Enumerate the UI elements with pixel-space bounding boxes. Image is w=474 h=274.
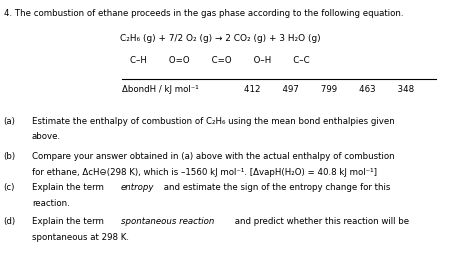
Text: and estimate the sign of the entropy change for this: and estimate the sign of the entropy cha… [161, 183, 390, 192]
Text: ΔbondH / kJ mol⁻¹: ΔbondH / kJ mol⁻¹ [122, 85, 199, 95]
Text: above.: above. [32, 132, 61, 141]
Text: Explain the term: Explain the term [32, 183, 107, 192]
Text: (d): (d) [4, 217, 16, 226]
Text: entropy: entropy [121, 183, 155, 192]
Text: (c): (c) [4, 183, 15, 192]
Text: spontaneous reaction: spontaneous reaction [121, 217, 214, 226]
Text: and predict whether this reaction will be: and predict whether this reaction will b… [232, 217, 409, 226]
Text: (a): (a) [4, 117, 16, 126]
Text: 412        497        799        463        348: 412 497 799 463 348 [244, 85, 414, 95]
Text: spontaneous at 298 K.: spontaneous at 298 K. [32, 233, 129, 242]
Text: C₂H₆ (g) + 7/2 O₂ (g) → 2 CO₂ (g) + 3 H₂O (g): C₂H₆ (g) + 7/2 O₂ (g) → 2 CO₂ (g) + 3 H₂… [120, 34, 320, 43]
Text: Explain the term: Explain the term [32, 217, 107, 226]
Text: for ethane, ΔcH⊖(298 K), which is –1560 kJ mol⁻¹. [ΔvapH(H₂O) = 40.8 kJ mol⁻¹]: for ethane, ΔcH⊖(298 K), which is –1560 … [32, 168, 377, 177]
Text: C–H        O=O        C=O        O–H        C–C: C–H O=O C=O O–H C–C [130, 56, 310, 65]
Text: Estimate the enthalpy of combustion of C₂H₆ using the mean bond enthalpies given: Estimate the enthalpy of combustion of C… [32, 117, 395, 126]
Text: reaction.: reaction. [32, 199, 70, 208]
Text: 4. The combustion of ethane proceeds in the gas phase according to the following: 4. The combustion of ethane proceeds in … [4, 9, 403, 18]
Text: Compare your answer obtained in (a) above with the actual enthalpy of combustion: Compare your answer obtained in (a) abov… [32, 152, 395, 161]
Text: (b): (b) [4, 152, 16, 161]
